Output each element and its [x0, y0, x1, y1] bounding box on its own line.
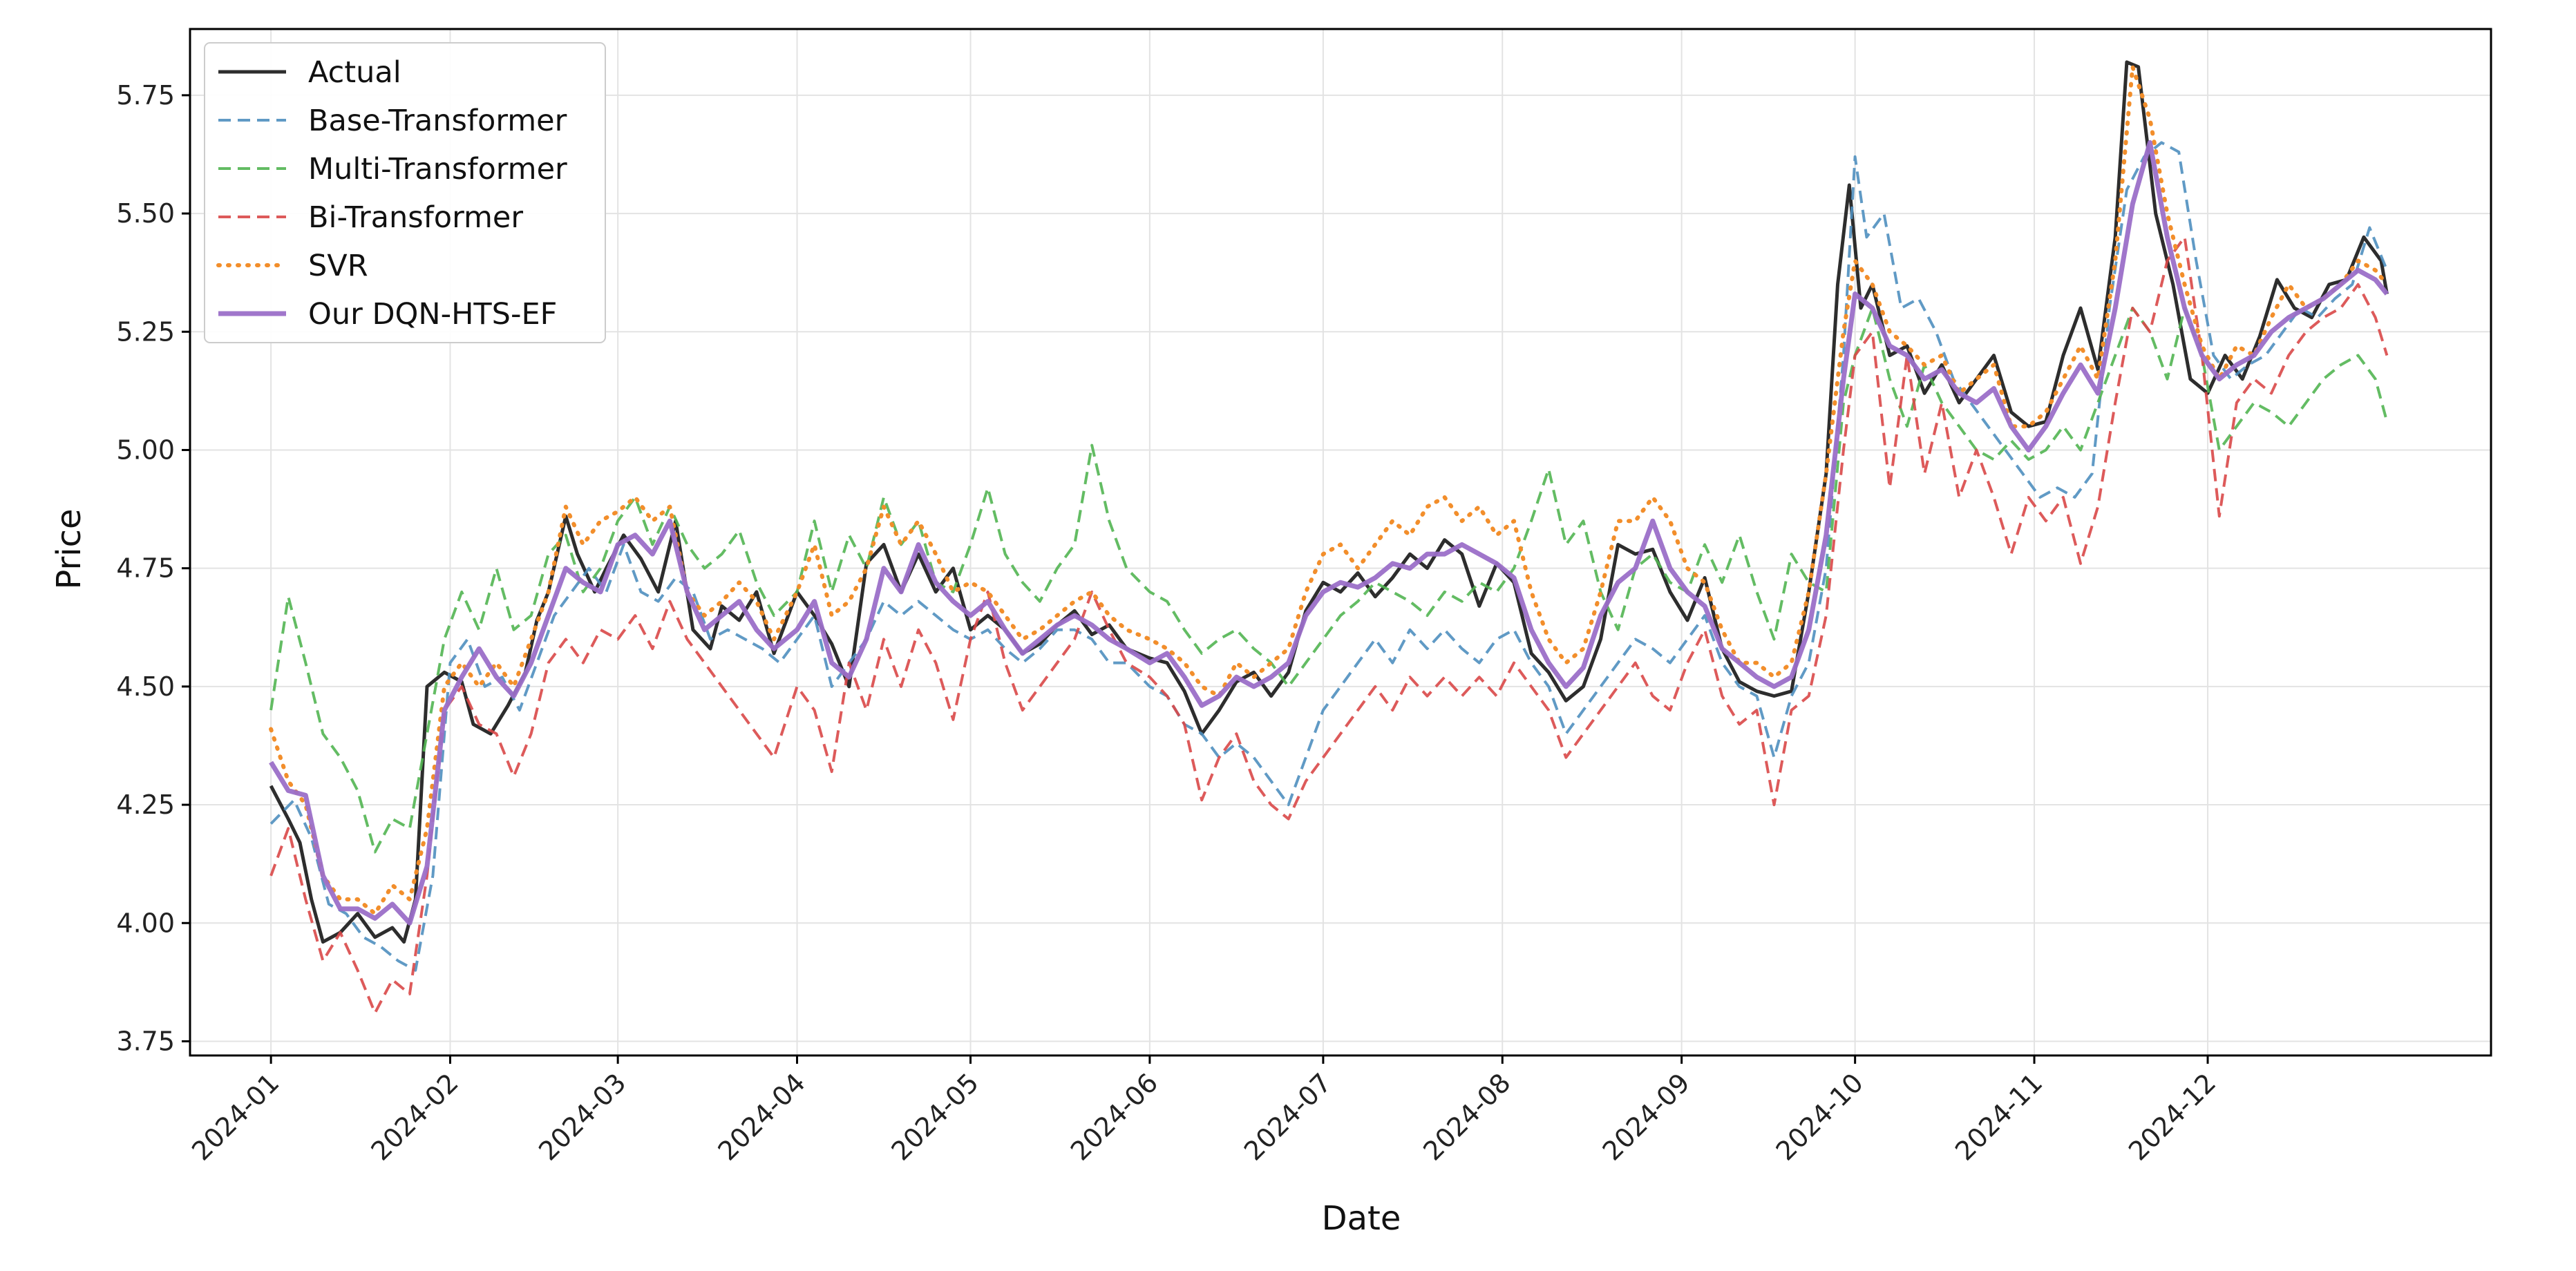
y-axis: 3.75 4.00 4.25 4.50 4.75 5.00 5.25 5.50 5.75 — [116, 80, 190, 1056]
y-tick-label: 5.00 — [116, 434, 175, 465]
legend-box — [204, 42, 606, 343]
legend-label-bi-transformer: Bi-Transformer — [308, 200, 523, 235]
legend: Actual Base-Transformer Multi-Transformer B… — [204, 42, 606, 343]
y-tick-label: 5.25 — [116, 316, 175, 347]
series-lines — [269, 60, 2389, 1015]
y-tick-label: 5.75 — [116, 80, 175, 111]
y-tick-label: 4.25 — [116, 790, 175, 820]
y-tick-label: 5.50 — [116, 198, 175, 229]
series-line-actual — [269, 60, 2389, 944]
x-axis-title: Date — [1322, 1199, 1401, 1238]
plot-frame — [189, 28, 2492, 1057]
y-axis-title: Price — [50, 508, 88, 589]
y-tick-label: 4.00 — [116, 908, 175, 938]
legend-label-svr: SVR — [308, 249, 368, 283]
legend-label-actual: Actual — [308, 55, 401, 90]
series-line-base-transformer — [269, 141, 2389, 972]
series-line-bi-transformer — [269, 236, 2389, 1015]
legend-label-base-transformer: Base-Transformer — [308, 104, 567, 138]
series-line-multi-transformer — [269, 307, 2389, 854]
series-line-svr — [269, 64, 2389, 916]
series-line-our-dqn-hts-ef — [269, 140, 2389, 926]
legend-label-multi-transformer: Multi-Transformer — [308, 152, 567, 187]
legend-label-our-dqn-hts-ef: Our DQN-HTS-EF — [308, 297, 557, 332]
y-tick-label: 4.75 — [116, 553, 175, 584]
y-tick-label: 4.50 — [116, 671, 175, 702]
y-tick-label: 3.75 — [116, 1026, 175, 1056]
